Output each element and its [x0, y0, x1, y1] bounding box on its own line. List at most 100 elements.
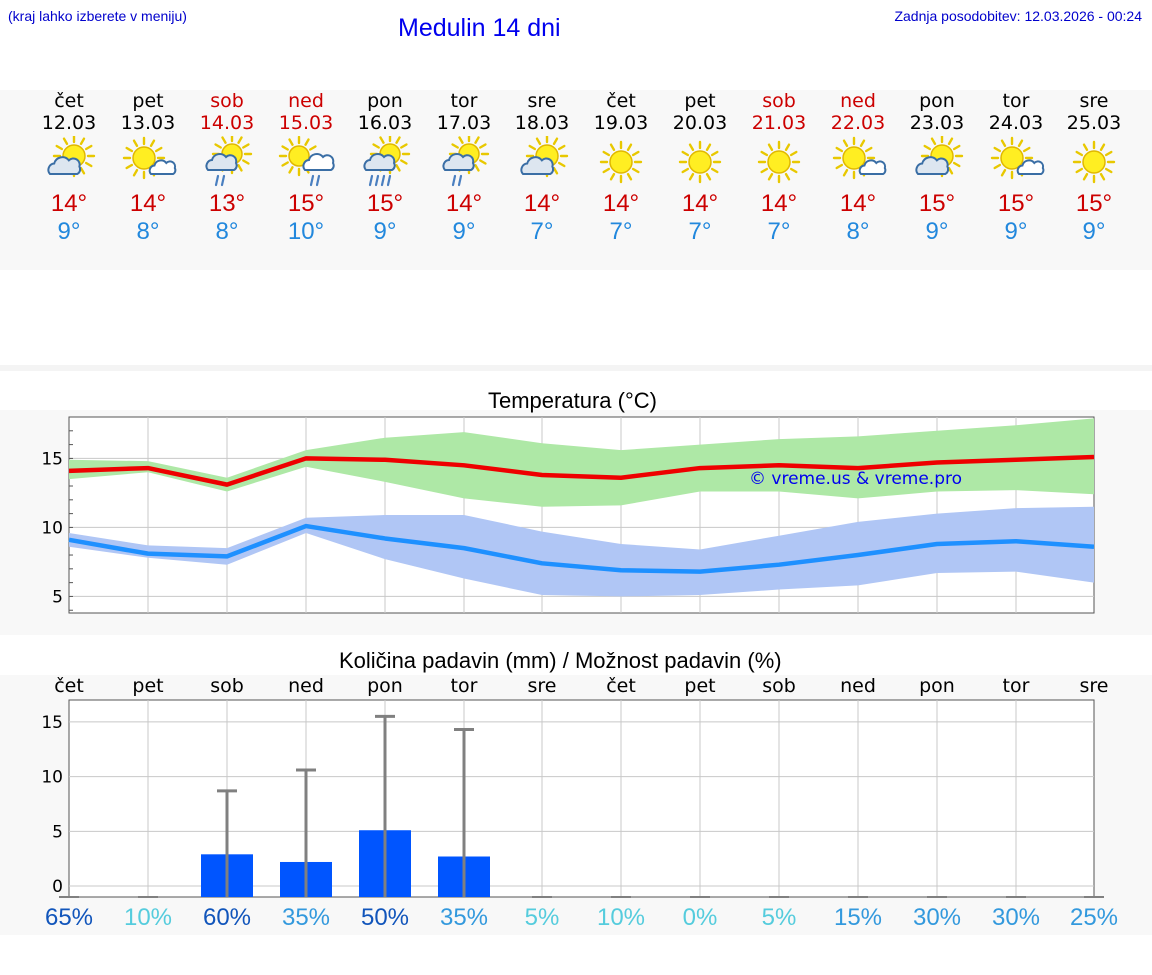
- min-temp: 8°: [136, 218, 160, 245]
- day-date: 25.03: [1066, 112, 1122, 134]
- sunny-icon: [1072, 140, 1116, 184]
- day-date: 21.03: [751, 112, 807, 134]
- max-temp: 14°: [523, 190, 561, 217]
- day-column: pet 13.03 14° 8°: [109, 90, 187, 246]
- temperature-chart: 5 10 15 © vreme.us & vreme.pro: [41, 416, 1095, 614]
- min-temp: 8°: [846, 218, 870, 245]
- day-column: ned 15.03 15° 10°: [267, 90, 345, 246]
- day-date: 19.03: [593, 112, 649, 134]
- min-temp: 10°: [287, 218, 325, 245]
- day-name: ned: [288, 90, 324, 112]
- day-column: tor 24.03 15° 9°: [977, 90, 1055, 246]
- y-tick-label: 15: [41, 449, 63, 469]
- day-name: sob: [210, 90, 244, 112]
- precip-probability: 10%: [596, 904, 646, 931]
- min-temp: 7°: [688, 218, 712, 245]
- day-date: 15.03: [278, 112, 334, 134]
- x-category-label: sre: [528, 675, 557, 697]
- day-name: sre: [527, 90, 557, 112]
- precip-probability: 0%: [682, 904, 718, 931]
- max-temp: 15°: [287, 190, 325, 217]
- day-column: čet 19.03 14° 7°: [582, 90, 660, 246]
- sunny-icon: [678, 140, 722, 184]
- day-column: sob 21.03 14° 7°: [740, 90, 818, 246]
- day-date: 20.03: [672, 112, 728, 134]
- sunny-icon: [599, 140, 643, 184]
- min-temp: 7°: [767, 218, 791, 245]
- day-name: tor: [1002, 90, 1030, 112]
- precip-probability: 35%: [281, 904, 331, 931]
- day-column: sob 14.03 13° 8°: [188, 90, 266, 246]
- page-title: Medulin 14 dni: [398, 14, 561, 42]
- max-temp: 14°: [602, 190, 640, 217]
- x-category-label: tor: [451, 675, 478, 697]
- max-temp: 13°: [208, 190, 246, 217]
- min-temp: 8°: [215, 218, 239, 245]
- min-temp: 7°: [609, 218, 633, 245]
- min-temp-line: [68, 523, 1095, 574]
- min-temp: 9°: [373, 218, 397, 245]
- light-rain-icon: [442, 136, 490, 187]
- divider: [0, 365, 1152, 371]
- x-category-label: čet: [54, 675, 84, 697]
- y-tick-label: 10: [41, 518, 63, 538]
- day-date: 13.03: [120, 112, 176, 134]
- watermark: © vreme.us & vreme.pro: [749, 469, 962, 489]
- partly-cloudy-icon: [915, 136, 964, 178]
- day-date: 24.03: [988, 112, 1044, 134]
- light-rain-icon: [205, 136, 253, 187]
- day-name: čet: [606, 90, 636, 112]
- precip-probability: 25%: [1069, 904, 1119, 931]
- location-hint: (kraj lahko izberete v meniju): [8, 8, 187, 24]
- temp-chart-title: Temperatura (°C): [488, 388, 657, 413]
- day-date: 18.03: [514, 112, 570, 134]
- y-tick-label: 5: [52, 587, 63, 607]
- day-date: 17.03: [436, 112, 492, 134]
- day-date: 12.03: [41, 112, 97, 134]
- day-column: pon 23.03 15° 9°: [898, 90, 976, 246]
- precip-probability: 15%: [833, 904, 883, 931]
- forecast-band: [0, 90, 1152, 270]
- sunny-icon: [757, 140, 801, 184]
- rain-icon: [363, 136, 411, 187]
- day-date: 23.03: [909, 112, 965, 134]
- day-date: 14.03: [199, 112, 255, 134]
- min-temp: 9°: [452, 218, 476, 245]
- day-column: pet 20.03 14° 7°: [661, 90, 739, 246]
- precip-probability: 60%: [202, 904, 252, 931]
- day-name: pet: [684, 90, 716, 112]
- max-temp: 14°: [129, 190, 167, 217]
- max-temp: 14°: [681, 190, 719, 217]
- precip-probability: 10%: [123, 904, 173, 931]
- max-temp-line: [68, 454, 1095, 487]
- y-tick-label: 0: [52, 877, 63, 897]
- min-temp: 9°: [1004, 218, 1028, 245]
- min-temp: 9°: [57, 218, 81, 245]
- x-category-label: pet: [132, 675, 163, 697]
- x-category-label: sre: [1080, 675, 1109, 697]
- max-temp: 15°: [366, 190, 404, 217]
- day-column: sre 25.03 15° 9°: [1055, 90, 1133, 246]
- partly-cloudy-icon: [47, 136, 96, 178]
- day-column: ned 22.03 14° 8°: [819, 90, 897, 246]
- precip-probability: 35%: [439, 904, 489, 931]
- day-name: pon: [919, 90, 955, 112]
- precip-probability: 5%: [761, 904, 797, 931]
- daily-forecast: čet 12.03 14° 9° pet 13.03 14° 8° sob 14.03 13° 8° n…: [0, 90, 1152, 270]
- x-category-label: ned: [840, 675, 876, 697]
- precip-probability: 5%: [524, 904, 560, 931]
- day-name: pon: [367, 90, 403, 112]
- mostly-sunny-icon: [990, 136, 1045, 180]
- day-column: čet 12.03 14° 9°: [30, 90, 108, 246]
- max-temp: 15°: [918, 190, 956, 217]
- partly-cloudy-icon: [520, 136, 569, 178]
- max-temp: 14°: [760, 190, 798, 217]
- x-category-label: tor: [1003, 675, 1030, 697]
- x-category-label: pet: [684, 675, 715, 697]
- max-temp: 14°: [839, 190, 877, 217]
- day-column: pon 16.03 15° 9°: [346, 90, 424, 246]
- precipitation-chart: čet pet sob ned pon tor sre čet pet sob ned pon tor s…: [41, 675, 1109, 898]
- precip-probability: 50%: [360, 904, 410, 931]
- x-category-label: pon: [367, 675, 403, 697]
- max-temp: 14°: [445, 190, 483, 217]
